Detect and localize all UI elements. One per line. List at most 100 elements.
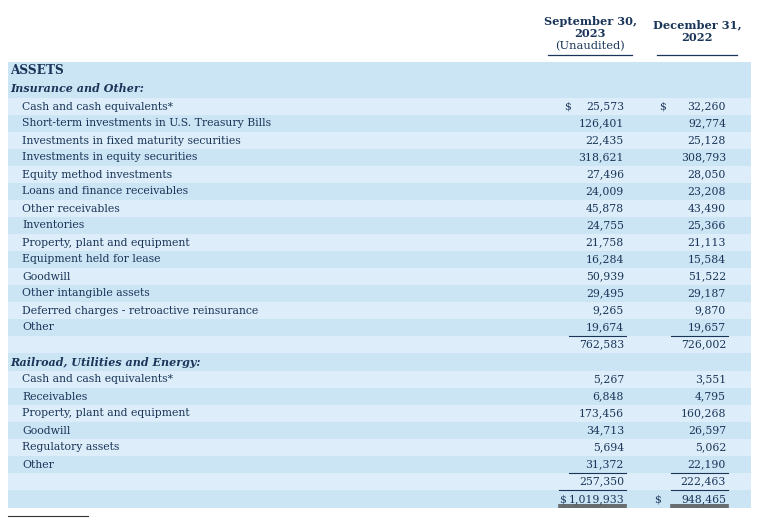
Text: Goodwill: Goodwill: [22, 426, 71, 436]
Bar: [8, 251, 751, 268]
Text: Railroad, Utilities and Energy:: Railroad, Utilities and Energy:: [10, 357, 200, 368]
Bar: [8, 319, 751, 336]
Text: 34,713: 34,713: [586, 426, 624, 436]
Bar: [8, 268, 751, 285]
Text: $: $: [659, 102, 666, 112]
Text: Other: Other: [22, 460, 54, 470]
Text: 5,267: 5,267: [593, 375, 624, 385]
Text: 173,456: 173,456: [579, 409, 624, 419]
Text: 4,795: 4,795: [695, 391, 726, 401]
Text: Equipment held for lease: Equipment held for lease: [22, 255, 160, 265]
Bar: [8, 98, 751, 115]
Text: 726,002: 726,002: [681, 339, 726, 349]
Text: 24,009: 24,009: [586, 187, 624, 197]
Text: 5,694: 5,694: [593, 442, 624, 452]
Text: 3,551: 3,551: [694, 375, 726, 385]
Text: 222,463: 222,463: [681, 477, 726, 487]
Bar: [8, 234, 751, 251]
Text: 19,674: 19,674: [586, 322, 624, 332]
Text: $: $: [559, 494, 566, 504]
Text: 25,128: 25,128: [688, 136, 726, 146]
Text: 9,265: 9,265: [593, 306, 624, 316]
Text: 762,583: 762,583: [579, 339, 624, 349]
Bar: [8, 439, 751, 456]
Text: 22,435: 22,435: [586, 136, 624, 146]
Text: 21,113: 21,113: [688, 238, 726, 248]
Bar: [8, 371, 751, 388]
Text: 126,401: 126,401: [578, 118, 624, 128]
Bar: [8, 132, 751, 149]
Text: 43,490: 43,490: [688, 204, 726, 214]
Text: 19,657: 19,657: [688, 322, 726, 332]
Text: 6,848: 6,848: [593, 391, 624, 401]
Text: $: $: [564, 102, 571, 112]
Text: Property, plant and equipment: Property, plant and equipment: [22, 409, 190, 419]
Bar: [8, 62, 751, 80]
Text: 21,758: 21,758: [586, 238, 624, 248]
Text: 45,878: 45,878: [586, 204, 624, 214]
Text: Short-term investments in U.S. Treasury Bills: Short-term investments in U.S. Treasury …: [22, 118, 271, 128]
Text: 51,522: 51,522: [688, 271, 726, 281]
Text: ASSETS: ASSETS: [10, 65, 64, 77]
Text: Other intangible assets: Other intangible assets: [22, 288, 150, 298]
Text: 27,496: 27,496: [586, 169, 624, 179]
Text: 23,208: 23,208: [688, 187, 726, 197]
Text: Other: Other: [22, 322, 54, 332]
Text: Cash and cash equivalents*: Cash and cash equivalents*: [22, 102, 173, 112]
Bar: [8, 200, 751, 217]
Text: 25,573: 25,573: [586, 102, 624, 112]
Bar: [8, 336, 751, 353]
Text: 29,187: 29,187: [688, 288, 726, 298]
Text: 50,939: 50,939: [586, 271, 624, 281]
Bar: [8, 490, 751, 508]
Text: Property, plant and equipment: Property, plant and equipment: [22, 238, 190, 248]
Bar: [8, 473, 751, 490]
Text: 16,284: 16,284: [586, 255, 624, 265]
Text: Equity method investments: Equity method investments: [22, 169, 172, 179]
Text: $: $: [654, 494, 661, 504]
Bar: [8, 405, 751, 422]
Text: 2023: 2023: [575, 28, 606, 39]
Bar: [8, 149, 751, 166]
Text: 25,366: 25,366: [688, 220, 726, 230]
Text: 948,465: 948,465: [681, 494, 726, 504]
Text: Insurance and Other:: Insurance and Other:: [10, 84, 144, 95]
Text: 5,062: 5,062: [694, 442, 726, 452]
Text: Goodwill: Goodwill: [22, 271, 71, 281]
Text: Inventories: Inventories: [22, 220, 84, 230]
Bar: [8, 115, 751, 132]
Text: 160,268: 160,268: [681, 409, 726, 419]
Bar: [8, 166, 751, 183]
Text: Investments in fixed maturity securities: Investments in fixed maturity securities: [22, 136, 241, 146]
Bar: [8, 422, 751, 439]
Text: 26,597: 26,597: [688, 426, 726, 436]
Bar: [8, 353, 751, 371]
Text: 9,870: 9,870: [694, 306, 726, 316]
Text: 24,755: 24,755: [586, 220, 624, 230]
Bar: [8, 80, 751, 98]
Text: 28,050: 28,050: [688, 169, 726, 179]
Text: 318,621: 318,621: [578, 153, 624, 163]
Text: 2022: 2022: [682, 32, 713, 43]
Text: 31,372: 31,372: [586, 460, 624, 470]
Text: 92,774: 92,774: [688, 118, 726, 128]
Text: 22,190: 22,190: [688, 460, 726, 470]
Bar: [8, 302, 751, 319]
Bar: [8, 456, 751, 473]
Bar: [8, 183, 751, 200]
Text: September 30,: September 30,: [543, 16, 637, 27]
Text: December 31,: December 31,: [653, 19, 742, 30]
Text: Receivables: Receivables: [22, 391, 87, 401]
Bar: [8, 285, 751, 302]
Text: 257,350: 257,350: [579, 477, 624, 487]
Text: 308,793: 308,793: [681, 153, 726, 163]
Text: Other receivables: Other receivables: [22, 204, 120, 214]
Bar: [8, 388, 751, 405]
Text: Cash and cash equivalents*: Cash and cash equivalents*: [22, 375, 173, 385]
Text: Deferred charges - retroactive reinsurance: Deferred charges - retroactive reinsuran…: [22, 306, 258, 316]
Text: (Unaudited): (Unaudited): [555, 41, 625, 52]
Text: Investments in equity securities: Investments in equity securities: [22, 153, 197, 163]
Bar: [8, 10, 751, 62]
Bar: [8, 217, 751, 234]
Text: Regulatory assets: Regulatory assets: [22, 442, 119, 452]
